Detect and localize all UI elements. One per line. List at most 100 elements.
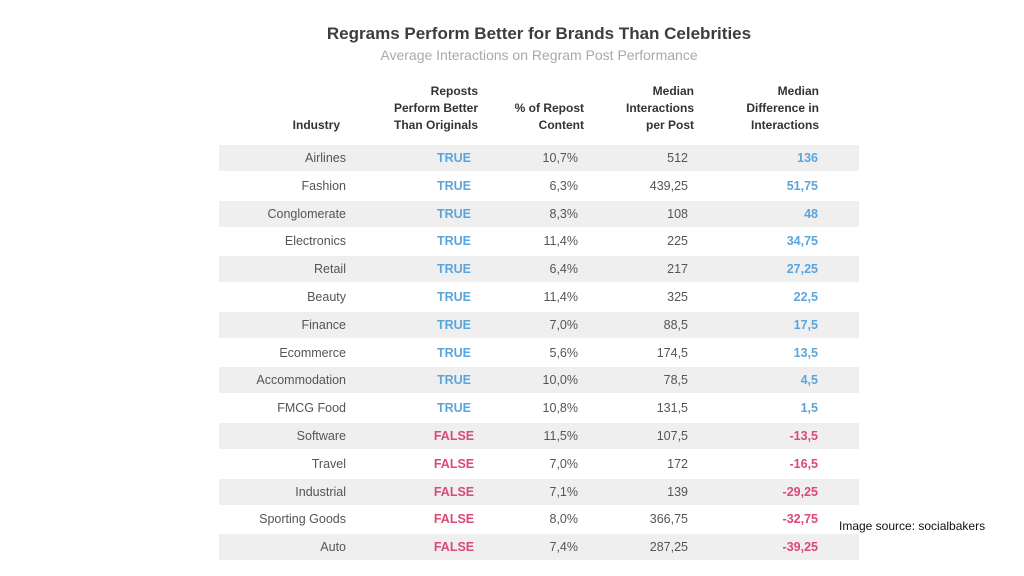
table-row: Accommodation TRUE 10,0% 78,5 4,5 (219, 367, 859, 394)
median-cell: 131,5 (656, 401, 688, 416)
median-cell: 287,25 (649, 540, 688, 555)
median-cell: 325 (667, 289, 688, 304)
header-line: Median (652, 84, 694, 98)
median-cell: 139 (667, 484, 688, 499)
diff-cell: -39,25 (782, 540, 818, 555)
pct-cell: 10,8% (542, 401, 578, 416)
table-row: Electronics TRUE 11,4% 225 34,75 (219, 228, 859, 254)
median-cell: 512 (667, 151, 688, 165)
diff-cell: 51,75 (786, 178, 818, 193)
header-reposts: Reposts Perform Better Than Originals (394, 83, 478, 134)
pct-cell: 7,1% (549, 484, 579, 499)
table-row: Airlines TRUE 10,7% 512 136 (219, 145, 859, 171)
reposts-cell: FALSE (433, 484, 475, 499)
reposts-cell: TRUE (436, 262, 472, 277)
industry-cell: Sporting Goods (259, 512, 346, 527)
header-median-interactions: Median Interactions per Post (626, 83, 694, 134)
median-cell: 217 (667, 262, 688, 277)
header-line: Interactions (750, 118, 819, 132)
diff-cell: 136 (797, 151, 818, 165)
pct-cell: 10,0% (542, 373, 578, 388)
median-cell: 174,5 (656, 345, 688, 360)
industry-cell: Accommodation (256, 373, 346, 388)
header-line: % of Repost (514, 101, 584, 115)
pct-cell: 11,4% (543, 234, 578, 249)
header-line: Reposts (430, 84, 478, 98)
reposts-cell: TRUE (436, 345, 472, 360)
median-cell: 439,25 (649, 178, 688, 193)
table-row: Travel FALSE 7,0% 172 -16,5 (219, 451, 859, 477)
pct-cell: 8,3% (549, 206, 579, 221)
header-line: per Post (645, 118, 694, 132)
industry-cell: FMCG Food (277, 401, 346, 416)
diff-cell: 22,5 (793, 289, 818, 304)
reposts-cell: TRUE (436, 206, 472, 221)
pct-cell: 10,7% (542, 151, 578, 165)
industry-cell: Travel (311, 456, 346, 471)
diff-cell: 27,25 (786, 262, 818, 277)
pct-cell: 7,0% (549, 317, 579, 332)
diff-cell: 34,75 (786, 234, 818, 249)
pct-cell: 11,4% (543, 289, 578, 304)
reposts-cell: FALSE (433, 512, 475, 527)
industry-cell: Beauty (307, 289, 346, 304)
table-row: Beauty TRUE 11,4% 325 22,5 (219, 284, 859, 310)
reposts-cell: FALSE (433, 456, 475, 471)
table-row: Software FALSE 11,5% 107,5 -13,5 (219, 422, 859, 449)
pct-cell: 7,0% (549, 456, 579, 471)
chart-title: Regrams Perform Better for Brands Than C… (326, 24, 752, 43)
pct-cell: 6,4% (549, 262, 579, 277)
diff-cell: 1,5 (800, 401, 818, 416)
industry-cell: Ecommerce (279, 345, 346, 360)
table-row: Retail TRUE 6,4% 217 27,25 (219, 256, 859, 283)
table-row: Industrial FALSE 7,1% 139 -29,25 (219, 478, 859, 505)
median-cell: 108 (667, 206, 688, 221)
header-line: Than Originals (393, 118, 478, 132)
table-row: FMCG Food TRUE 10,8% 131,5 1,5 (219, 395, 859, 421)
industry-cell: Software (296, 428, 346, 443)
table-row: Conglomerate TRUE 8,3% 108 48 (219, 200, 859, 227)
median-cell: 107,5 (656, 428, 688, 443)
median-cell: 172 (667, 456, 688, 471)
reposts-cell: TRUE (436, 373, 472, 388)
diff-cell: -29,25 (782, 484, 818, 499)
header-median-difference: Median Difference in Interactions (746, 83, 819, 134)
diff-cell: 17,5 (793, 317, 818, 332)
reposts-cell: TRUE (436, 151, 472, 165)
reposts-cell: TRUE (436, 178, 472, 193)
industry-cell: Retail (314, 262, 346, 277)
table-row: Finance TRUE 7,0% 88,5 17,5 (219, 311, 859, 338)
header-line: Median (777, 84, 819, 98)
median-cell: 366,75 (649, 512, 688, 527)
industry-cell: Conglomerate (267, 206, 346, 221)
industry-cell: Electronics (284, 234, 346, 249)
pct-cell: 8,0% (549, 512, 579, 527)
median-cell: 88,5 (663, 317, 688, 332)
header-pct-repost-content: % of Repost Content (515, 100, 584, 134)
table-body: Airlines TRUE 10,7% 512 136 Fashion TRUE 6,3% 43… (219, 145, 859, 562)
reposts-cell: TRUE (436, 234, 472, 249)
diff-cell: -13,5 (789, 428, 819, 443)
industry-cell: Auto (320, 540, 346, 555)
diff-cell: 13,5 (793, 345, 818, 360)
industry-cell: Industrial (295, 484, 346, 499)
reposts-cell: TRUE (436, 289, 472, 304)
pct-cell: 11,5% (543, 428, 578, 443)
pct-cell: 6,3% (549, 178, 579, 193)
diff-cell: 4,5 (800, 373, 818, 388)
table-row: Auto FALSE 7,4% 287,25 -39,25 (219, 534, 859, 561)
median-cell: 225 (667, 234, 688, 249)
reposts-cell: FALSE (433, 540, 475, 555)
diff-cell: -16,5 (789, 456, 819, 471)
reposts-cell: FALSE (433, 428, 475, 443)
chart-subtitle: Average Interactions on Regram Post Perf… (380, 47, 698, 63)
header-line: Industry (292, 118, 340, 132)
industry-cell: Airlines (305, 151, 346, 165)
industry-cell: Finance (301, 317, 346, 332)
header-line: Difference in (746, 101, 819, 115)
diff-cell: 48 (804, 206, 818, 221)
table-row: Fashion TRUE 6,3% 439,25 51,75 (219, 173, 859, 199)
reposts-cell: TRUE (436, 317, 472, 332)
pct-cell: 7,4% (549, 540, 579, 555)
reposts-cell: TRUE (436, 401, 472, 416)
